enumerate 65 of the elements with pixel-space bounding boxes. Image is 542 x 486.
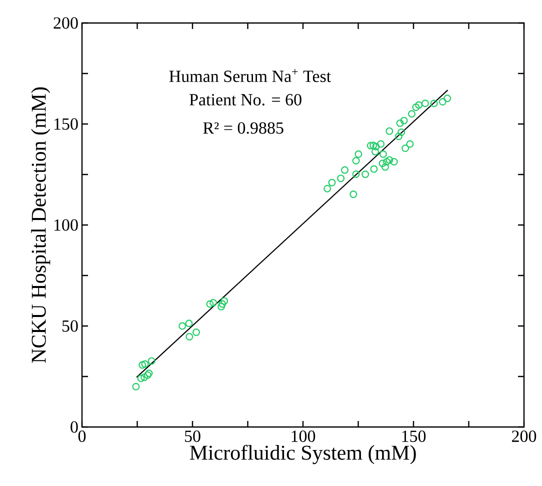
point (178, 322, 186, 330)
point (218, 300, 226, 308)
point (217, 302, 225, 310)
point (206, 300, 214, 308)
x-tick-label: 200 (512, 430, 536, 442)
y-axis-title: NCKU Hospital Detection (mM) (31, 87, 50, 363)
point (352, 157, 360, 165)
point (370, 142, 378, 150)
point (372, 148, 380, 156)
point (383, 158, 391, 166)
point (324, 184, 332, 192)
point (402, 144, 410, 152)
point (328, 178, 336, 186)
point (386, 156, 394, 164)
point (386, 127, 394, 135)
point (379, 150, 387, 158)
x-tick-label: 50 (184, 430, 200, 442)
point (354, 150, 362, 158)
point (377, 140, 385, 148)
point (444, 94, 452, 102)
point (337, 174, 345, 182)
point (352, 170, 360, 178)
point (400, 116, 408, 124)
annotation: R² = 0.9885 (203, 122, 284, 134)
point (406, 140, 414, 148)
point (362, 170, 370, 178)
point (378, 160, 386, 168)
point (350, 190, 358, 198)
point (415, 101, 423, 109)
point (366, 142, 374, 150)
point (186, 332, 194, 340)
point (140, 374, 148, 382)
point (370, 165, 378, 173)
point (148, 357, 156, 365)
point (438, 98, 446, 106)
point (390, 158, 398, 166)
x-tick-label: 150 (402, 430, 426, 442)
x-tick-label: 100 (292, 430, 316, 442)
point (412, 103, 420, 111)
point (341, 166, 349, 174)
point (220, 297, 228, 305)
annotation: Patient No. = 60 (190, 94, 302, 106)
x-axis-title: Microfluidic System (mM) (190, 444, 416, 464)
point (372, 142, 380, 150)
point (210, 299, 218, 307)
x-tick-label: 0 (78, 430, 86, 442)
point (394, 132, 402, 140)
y-tick-label: 100 (54, 219, 78, 231)
point (185, 320, 193, 328)
point (141, 360, 149, 368)
point (137, 374, 145, 382)
point (408, 110, 416, 118)
y-tick-label: 200 (54, 17, 78, 29)
point (132, 382, 140, 390)
point (381, 163, 389, 171)
annotation: Human Serum Na$^{+}$ Test (169, 68, 332, 82)
y-tick-label: 50 (62, 320, 78, 332)
point (192, 328, 200, 336)
point (430, 100, 438, 108)
y-tick-label: 150 (54, 118, 78, 130)
point (138, 361, 146, 369)
point (398, 128, 406, 136)
point (396, 119, 404, 127)
y-tick-label: 0 (70, 421, 78, 433)
point (421, 100, 429, 108)
